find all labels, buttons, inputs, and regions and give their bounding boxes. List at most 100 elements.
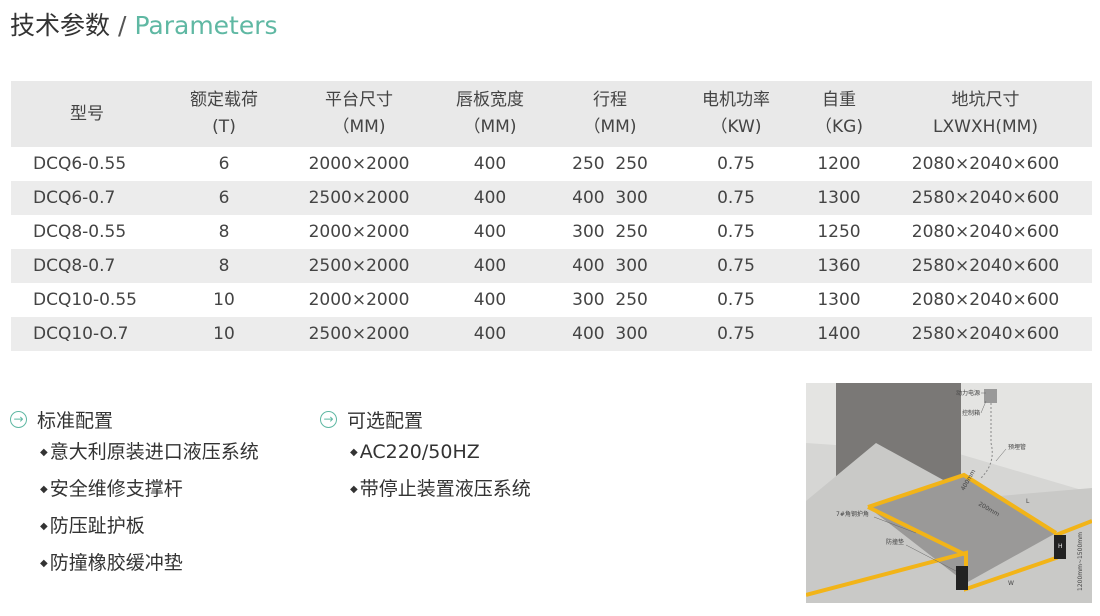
table-cell: 1250	[817, 222, 861, 242]
table-cell: 2000×2000	[308, 222, 410, 242]
table-cell: 1400	[799, 317, 879, 351]
header-unit: （MM)	[332, 117, 386, 137]
photo-label-l: L	[1026, 498, 1030, 505]
section-title: 标准配置	[37, 409, 114, 432]
header-unit: （KW)	[710, 117, 762, 137]
table-cell: 300 250	[572, 290, 648, 310]
column-header: 平台尺寸 （MM)	[285, 81, 433, 147]
table-row: DCQ8-0.7 8 2500×2000 400 400 300 0.75 1360 2580…	[11, 249, 1092, 283]
bumper	[1054, 535, 1066, 559]
list-item: 安全维修支撑杆	[40, 471, 259, 508]
header-label: 地坑尺寸	[951, 90, 1020, 110]
list-item: 带停止装置液压系统	[350, 471, 531, 508]
column-header: 自重 （KG)	[799, 81, 879, 147]
table-cell: 400 300	[547, 317, 673, 351]
header-unit: （MM)	[463, 117, 517, 137]
table-cell: 0.75	[673, 249, 799, 283]
photo-label-bumper: 防撞垫	[886, 538, 904, 546]
table-cell: 300 250	[572, 222, 648, 242]
table-cell: 0.75	[717, 222, 755, 242]
table-cell: 2580×2040×600	[879, 249, 1092, 283]
table-cell: 2500×2000	[285, 317, 433, 351]
table-cell: 2080×2040×600	[911, 222, 1060, 242]
column-header: 额定载荷 (T)	[163, 81, 285, 147]
column-header: 电机功率 （KW)	[673, 81, 799, 147]
table-cell: 400	[433, 181, 547, 215]
header-unit: LXWXH(MM)	[933, 117, 1038, 137]
header-label: 平台尺寸	[325, 90, 393, 110]
table-cell: 400	[433, 317, 547, 351]
table-cell: DCQ6-0.7	[11, 181, 163, 215]
table-cell: 6	[218, 154, 230, 174]
table-cell: 2000×2000	[308, 154, 410, 174]
photo-label-angle-steel: 7#角钢护角	[836, 510, 869, 518]
header-label: 型号	[70, 103, 104, 124]
table-cell: 400 300	[547, 249, 673, 283]
control-box	[984, 389, 997, 403]
table-cell: 0.75	[673, 181, 799, 215]
table-cell: 2000×2000	[308, 290, 410, 310]
circle-arrow-right-icon: →	[320, 410, 337, 428]
table-cell: 0.75	[673, 317, 799, 351]
table-cell: 1360	[799, 249, 879, 283]
table-cell: 1300	[799, 181, 879, 215]
table-row: DCQ8-0.55 8 2000×2000 400 300 250 0.75 1250 208…	[11, 215, 1092, 249]
table-cell: 400	[473, 222, 507, 242]
table-cell: 2500×2000	[285, 249, 433, 283]
table-cell: 250 250	[572, 154, 648, 174]
table-cell: 8	[218, 222, 230, 242]
table-cell: 400 300	[547, 181, 673, 215]
table-cell: 10	[213, 290, 235, 310]
pit	[868, 475, 1056, 583]
table-cell: 1200	[817, 154, 861, 174]
column-header: 行程 （MM)	[547, 81, 673, 147]
table-cell: DCQ10-O.7	[11, 317, 163, 351]
photo-label-control-box: 控制箱	[962, 409, 980, 417]
header-unit: (T)	[212, 117, 236, 137]
bumper	[956, 566, 968, 590]
table-cell: 2580×2040×600	[879, 181, 1092, 215]
table-row: DCQ10-O.7 10 2500×2000 400 400 300 0.75 1400 25…	[11, 317, 1092, 351]
table-cell: 2080×2040×600	[911, 290, 1060, 310]
circle-arrow-right-icon: →	[10, 410, 27, 428]
photo-label-w: W	[1008, 580, 1014, 587]
table-cell: 400	[433, 249, 547, 283]
table-row: DCQ6-0.7 6 2500×2000 400 400 300 0.75 1300 2580…	[11, 181, 1092, 215]
header-label: 电机功率	[702, 90, 770, 110]
header-unit: （KG)	[815, 117, 863, 137]
column-header: 型号	[11, 81, 163, 147]
table-cell: 1300	[817, 290, 861, 310]
table-cell: 0.75	[717, 290, 755, 310]
standard-config-section: → 标准配置 意大利原装进口液压系统 安全维修支撑杆 防压趾护板 防撞橡胶缓冲垫	[10, 404, 259, 582]
list-item: 意大利原装进口液压系统	[40, 434, 259, 471]
list-item: AC220/50HZ	[350, 434, 531, 471]
section-title: 可选配置	[347, 409, 424, 432]
optional-config-section: → 可选配置 AC220/50HZ 带停止装置液压系统	[320, 404, 531, 508]
table-cell: 2500×2000	[285, 181, 433, 215]
parameters-table: 型号 额定载荷 (T) 平台尺寸 （MM) 唇板宽度 （MM) 行程 （MM) 电机功率 （KW) 自…	[11, 81, 1092, 351]
pit-installation-diagram: 动力电源 控制箱 预埋管 7#角钢护角 防撞垫 400mm 200mm L W …	[806, 383, 1092, 603]
table-cell: 2080×2040×600	[911, 154, 1060, 174]
table-cell: 6	[163, 181, 285, 215]
table-row: DCQ6-0.55 6 2000×2000 400 250 250 0.75 1200 208…	[11, 147, 1092, 181]
title-separator: /	[118, 11, 127, 40]
table-cell: DCQ10-0.55	[33, 290, 137, 310]
title-en: Parameters	[134, 11, 278, 40]
title-cn: 技术参数	[10, 11, 111, 40]
table-cell: 2580×2040×600	[879, 317, 1092, 351]
column-header: 地坑尺寸 LXWXH(MM)	[879, 81, 1092, 147]
header-label: 行程	[593, 90, 627, 110]
table-cell: DCQ8-0.55	[33, 222, 127, 242]
table-cell: 400	[473, 290, 507, 310]
table-cell: DCQ8-0.7	[11, 249, 163, 283]
column-header: 唇板宽度 （MM)	[433, 81, 547, 147]
photo-label-power: 动力电源	[956, 389, 980, 397]
header-label: 额定载荷	[190, 90, 258, 110]
header-unit: （MM)	[583, 117, 637, 137]
header-label: 唇板宽度	[456, 90, 524, 110]
table-cell: 10	[163, 317, 285, 351]
list-item: 防撞橡胶缓冲垫	[40, 545, 259, 582]
table-cell: DCQ6-0.55	[33, 154, 127, 174]
table-cell: 0.75	[717, 154, 755, 174]
table-header: 型号 额定载荷 (T) 平台尺寸 （MM) 唇板宽度 （MM) 行程 （MM) 电机功率 （KW) 自…	[11, 81, 1092, 147]
